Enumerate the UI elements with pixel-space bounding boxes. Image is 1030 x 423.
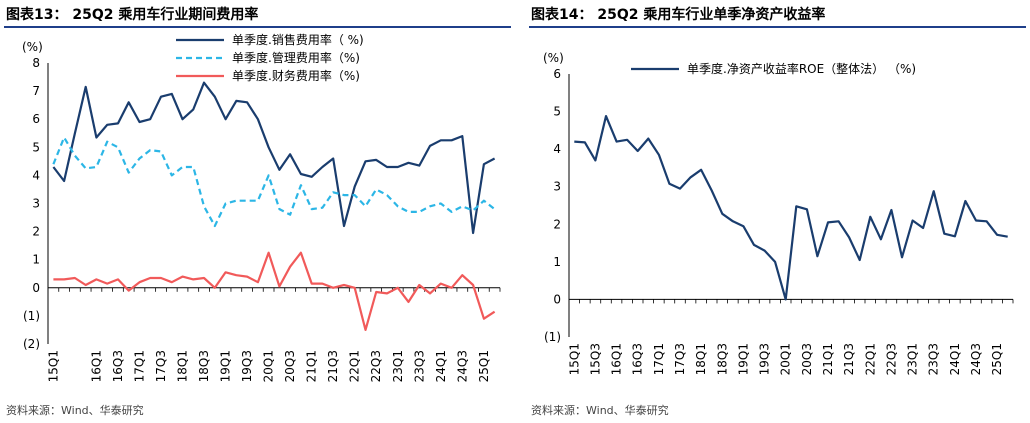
x-tick-label: 22Q1 xyxy=(863,343,877,375)
source-note: 资料来源：Wind、华泰研究 xyxy=(6,404,144,417)
y-tick-label: (1) xyxy=(23,309,40,323)
roe-chart: (%) (1) 0 1 2 3 4 5 6 15Q1 15Q3 16Q1 16Q3 17Q1 17Q3 18Q… xyxy=(543,51,1014,375)
series-line xyxy=(53,251,496,331)
y-tick-label: (1) xyxy=(544,330,561,344)
title-rule xyxy=(4,26,511,28)
y-tick-label: 0 xyxy=(32,281,40,295)
y-tick-label: 3 xyxy=(553,180,561,194)
x-tick-label: 18Q3 xyxy=(197,350,211,382)
chart-title: 图表14： 25Q2 乘用车行业单季净资产收益率 xyxy=(531,7,826,23)
x-tick-label: 19Q1 xyxy=(736,343,750,375)
x-tick-label: 24Q3 xyxy=(969,343,983,375)
legend-label: 单季度.销售费用率（ %) xyxy=(232,32,364,47)
x-tick-label: 17Q3 xyxy=(673,343,687,375)
chart-panel-roe: 图表14： 25Q2 乘用车行业单季净资产收益率 (%) (1) 0 1 2 3 4 5 6 15… xyxy=(525,0,1030,423)
chart-panel-expense-ratio: 图表13： 25Q2 乘用车行业期间费用率 (%) (2) (1) 0 1 2 3 4 5 6 7 8… xyxy=(4,7,511,417)
x-tick-label: 19Q3 xyxy=(758,343,772,375)
x-tick-label: 24Q3 xyxy=(455,350,469,382)
x-tick-label: 22Q3 xyxy=(369,350,383,382)
x-tick-label: 20Q3 xyxy=(283,350,297,382)
title-rule xyxy=(529,26,1026,28)
legend-label: 单季度.净资产收益率ROE（整体法） （%) xyxy=(687,61,916,76)
x-tick-label: 23Q3 xyxy=(412,350,426,382)
y-tick-label: 2 xyxy=(553,217,561,231)
y-tick-label: 6 xyxy=(553,67,561,81)
y-tick-label: 2 xyxy=(32,225,40,239)
x-tick-label: 15Q3 xyxy=(588,343,602,375)
x-tick-label: 17Q3 xyxy=(154,350,168,382)
x-tick-label: 15Q1 xyxy=(567,343,581,375)
series-line xyxy=(574,114,1008,301)
x-tick-label: 21Q1 xyxy=(305,350,319,382)
y-tick-label: (2) xyxy=(23,337,40,351)
x-tick-label: 16Q3 xyxy=(111,350,125,382)
x-tick-label: 24Q1 xyxy=(434,350,448,382)
x-tick-label: 21Q3 xyxy=(326,350,340,382)
x-tick-label: 20Q1 xyxy=(779,343,793,375)
y-tick-label: 5 xyxy=(553,105,561,119)
y-unit-label: (%) xyxy=(543,51,564,65)
x-tick-label: 18Q3 xyxy=(715,343,729,375)
x-tick-label: 22Q3 xyxy=(884,343,898,375)
x-tick-label: 17Q1 xyxy=(652,343,666,375)
x-tick-label: 19Q1 xyxy=(219,350,233,382)
series-line xyxy=(52,81,496,235)
x-tick-label: 20Q1 xyxy=(262,350,276,382)
x-tick-label: 25Q1 xyxy=(477,350,491,382)
x-tick-label: 23Q1 xyxy=(906,343,920,375)
x-tick-label: 20Q3 xyxy=(800,343,814,375)
y-tick-label: 1 xyxy=(32,253,40,267)
x-tick-label: 21Q1 xyxy=(821,343,835,375)
x-tick-label: 15Q1 xyxy=(46,350,60,382)
expense-ratio-chart: (%) (2) (1) 0 1 2 3 4 5 6 7 8 15Q1 16Q1 16Q3 17Q1 17Q3 18… xyxy=(22,32,501,382)
y-unit-label: (%) xyxy=(22,40,43,54)
legend-label: 单季度.管理费用率（%) xyxy=(232,50,360,65)
y-tick-label: 4 xyxy=(32,168,40,182)
y-tick-label: 5 xyxy=(32,140,40,154)
y-tick-label: 3 xyxy=(32,197,40,211)
x-tick-label: 19Q3 xyxy=(240,350,254,382)
source-note: 资料来源：Wind、华泰研究 xyxy=(531,404,669,417)
y-tick-label: 4 xyxy=(553,142,561,156)
y-tick-label: 0 xyxy=(553,292,561,306)
x-tick-label: 23Q1 xyxy=(391,350,405,382)
x-tick-label: 23Q3 xyxy=(927,343,941,375)
x-tick-label: 16Q1 xyxy=(610,343,624,375)
x-tick-label: 16Q3 xyxy=(631,343,645,375)
x-tick-label: 16Q1 xyxy=(89,350,103,382)
legend-label: 单季度.财务费用率（%) xyxy=(232,68,360,83)
x-tick-label: 17Q1 xyxy=(132,350,146,382)
series-line xyxy=(52,136,496,228)
y-tick-label: 6 xyxy=(32,112,40,126)
chart-title: 图表13： 25Q2 乘用车行业期间费用率 xyxy=(6,7,259,23)
y-tick-label: 1 xyxy=(553,255,561,269)
y-tick-label: 8 xyxy=(32,56,40,70)
x-tick-label: 24Q1 xyxy=(948,343,962,375)
x-tick-label: 21Q3 xyxy=(842,343,856,375)
x-tick-label: 25Q1 xyxy=(990,343,1004,375)
x-tick-label: 18Q1 xyxy=(176,350,190,382)
y-tick-label: 7 xyxy=(32,84,40,98)
x-tick-label: 18Q1 xyxy=(694,343,708,375)
x-tick-label: 22Q1 xyxy=(348,350,362,382)
